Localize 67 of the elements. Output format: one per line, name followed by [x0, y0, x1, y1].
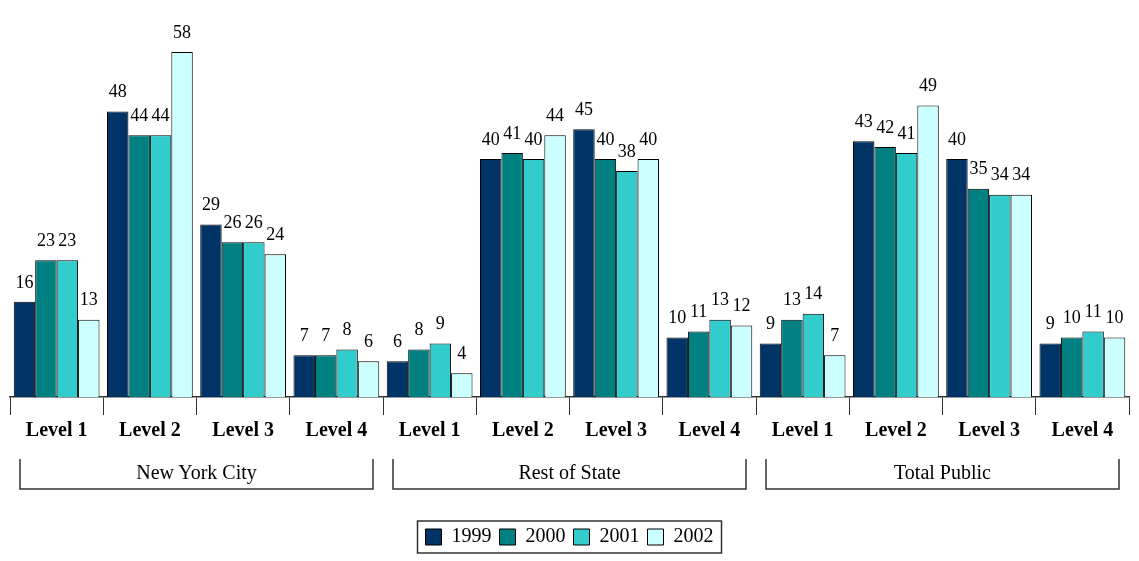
text: Rest of State: [518, 461, 621, 484]
x-tick-label: Level 3: [958, 418, 1020, 441]
data-label: 13: [711, 289, 730, 310]
data-label: 40: [481, 128, 500, 149]
data-label: 24: [266, 223, 285, 244]
legend-label: 2001: [599, 524, 640, 547]
data-label: 34: [1012, 164, 1031, 185]
x-tick-label: Level 4: [305, 418, 368, 441]
text: New York City: [136, 461, 257, 485]
data-label: 7: [321, 325, 331, 346]
data-label: 23: [36, 229, 55, 250]
data-label: 9: [435, 313, 445, 334]
data-label: 38: [617, 140, 636, 161]
data-label: 41: [503, 122, 522, 143]
data-label: 42: [876, 116, 895, 137]
legend-label: 2000: [525, 524, 566, 547]
data-label: 12: [732, 295, 751, 316]
data-label: 6: [392, 331, 402, 352]
data-label: 49: [919, 75, 938, 96]
data-label: 9: [1045, 313, 1055, 334]
x-tick-label: Level 2: [119, 418, 181, 441]
data-label: 8: [342, 319, 352, 340]
data-label: 44: [546, 104, 565, 125]
x-tick-label: Level 3: [212, 418, 274, 441]
data-label: 13: [782, 289, 801, 310]
data-label: 13: [79, 289, 98, 310]
data-label: 11: [689, 301, 708, 322]
data-label: 10: [668, 307, 687, 328]
data-label: 43: [854, 110, 873, 131]
data-label: 7: [299, 325, 309, 346]
x-tick-label: Level 1: [771, 418, 834, 441]
x-tick-label: Level 1: [398, 418, 461, 441]
data-label: 16: [15, 271, 34, 292]
data-label: 26: [223, 212, 242, 233]
x-tick-label: Level 3: [585, 418, 647, 441]
data-label: 48: [108, 81, 127, 102]
data-label: 29: [201, 194, 220, 215]
data-label: 41: [897, 122, 916, 143]
data-label: 58: [173, 21, 192, 42]
data-label: 4: [457, 342, 467, 363]
x-tick-label: Level 2: [865, 418, 927, 441]
data-label: 44: [151, 104, 170, 125]
legend-label: 2002: [673, 524, 714, 547]
x-tick-label: Level 2: [492, 418, 554, 441]
x-tick-label: Level 4: [678, 418, 741, 441]
data-label: 40: [524, 128, 543, 149]
data-label: 9: [765, 313, 775, 334]
data-label: 6: [364, 331, 374, 352]
data-label: 10: [1062, 307, 1081, 328]
text: Total Public: [894, 461, 992, 484]
data-label: 44: [130, 104, 149, 125]
data-label: 7: [830, 325, 840, 346]
data-label: 45: [574, 98, 593, 119]
data-label: 26: [244, 212, 263, 233]
data-label: 8: [414, 319, 424, 340]
legend-label: 1999: [451, 524, 492, 547]
x-tick-label: Level 1: [25, 418, 88, 441]
data-label: 40: [947, 128, 966, 149]
data-label: 11: [1084, 301, 1102, 322]
data-label: 40: [639, 128, 658, 149]
data-label: 34: [990, 164, 1009, 185]
data-label: 35: [969, 158, 988, 179]
data-label: 10: [1105, 307, 1124, 328]
data-label: 40: [596, 128, 615, 149]
data-label: 23: [58, 229, 77, 250]
x-tick-label: Level 4: [1051, 418, 1114, 441]
data-label: 14: [804, 283, 823, 304]
